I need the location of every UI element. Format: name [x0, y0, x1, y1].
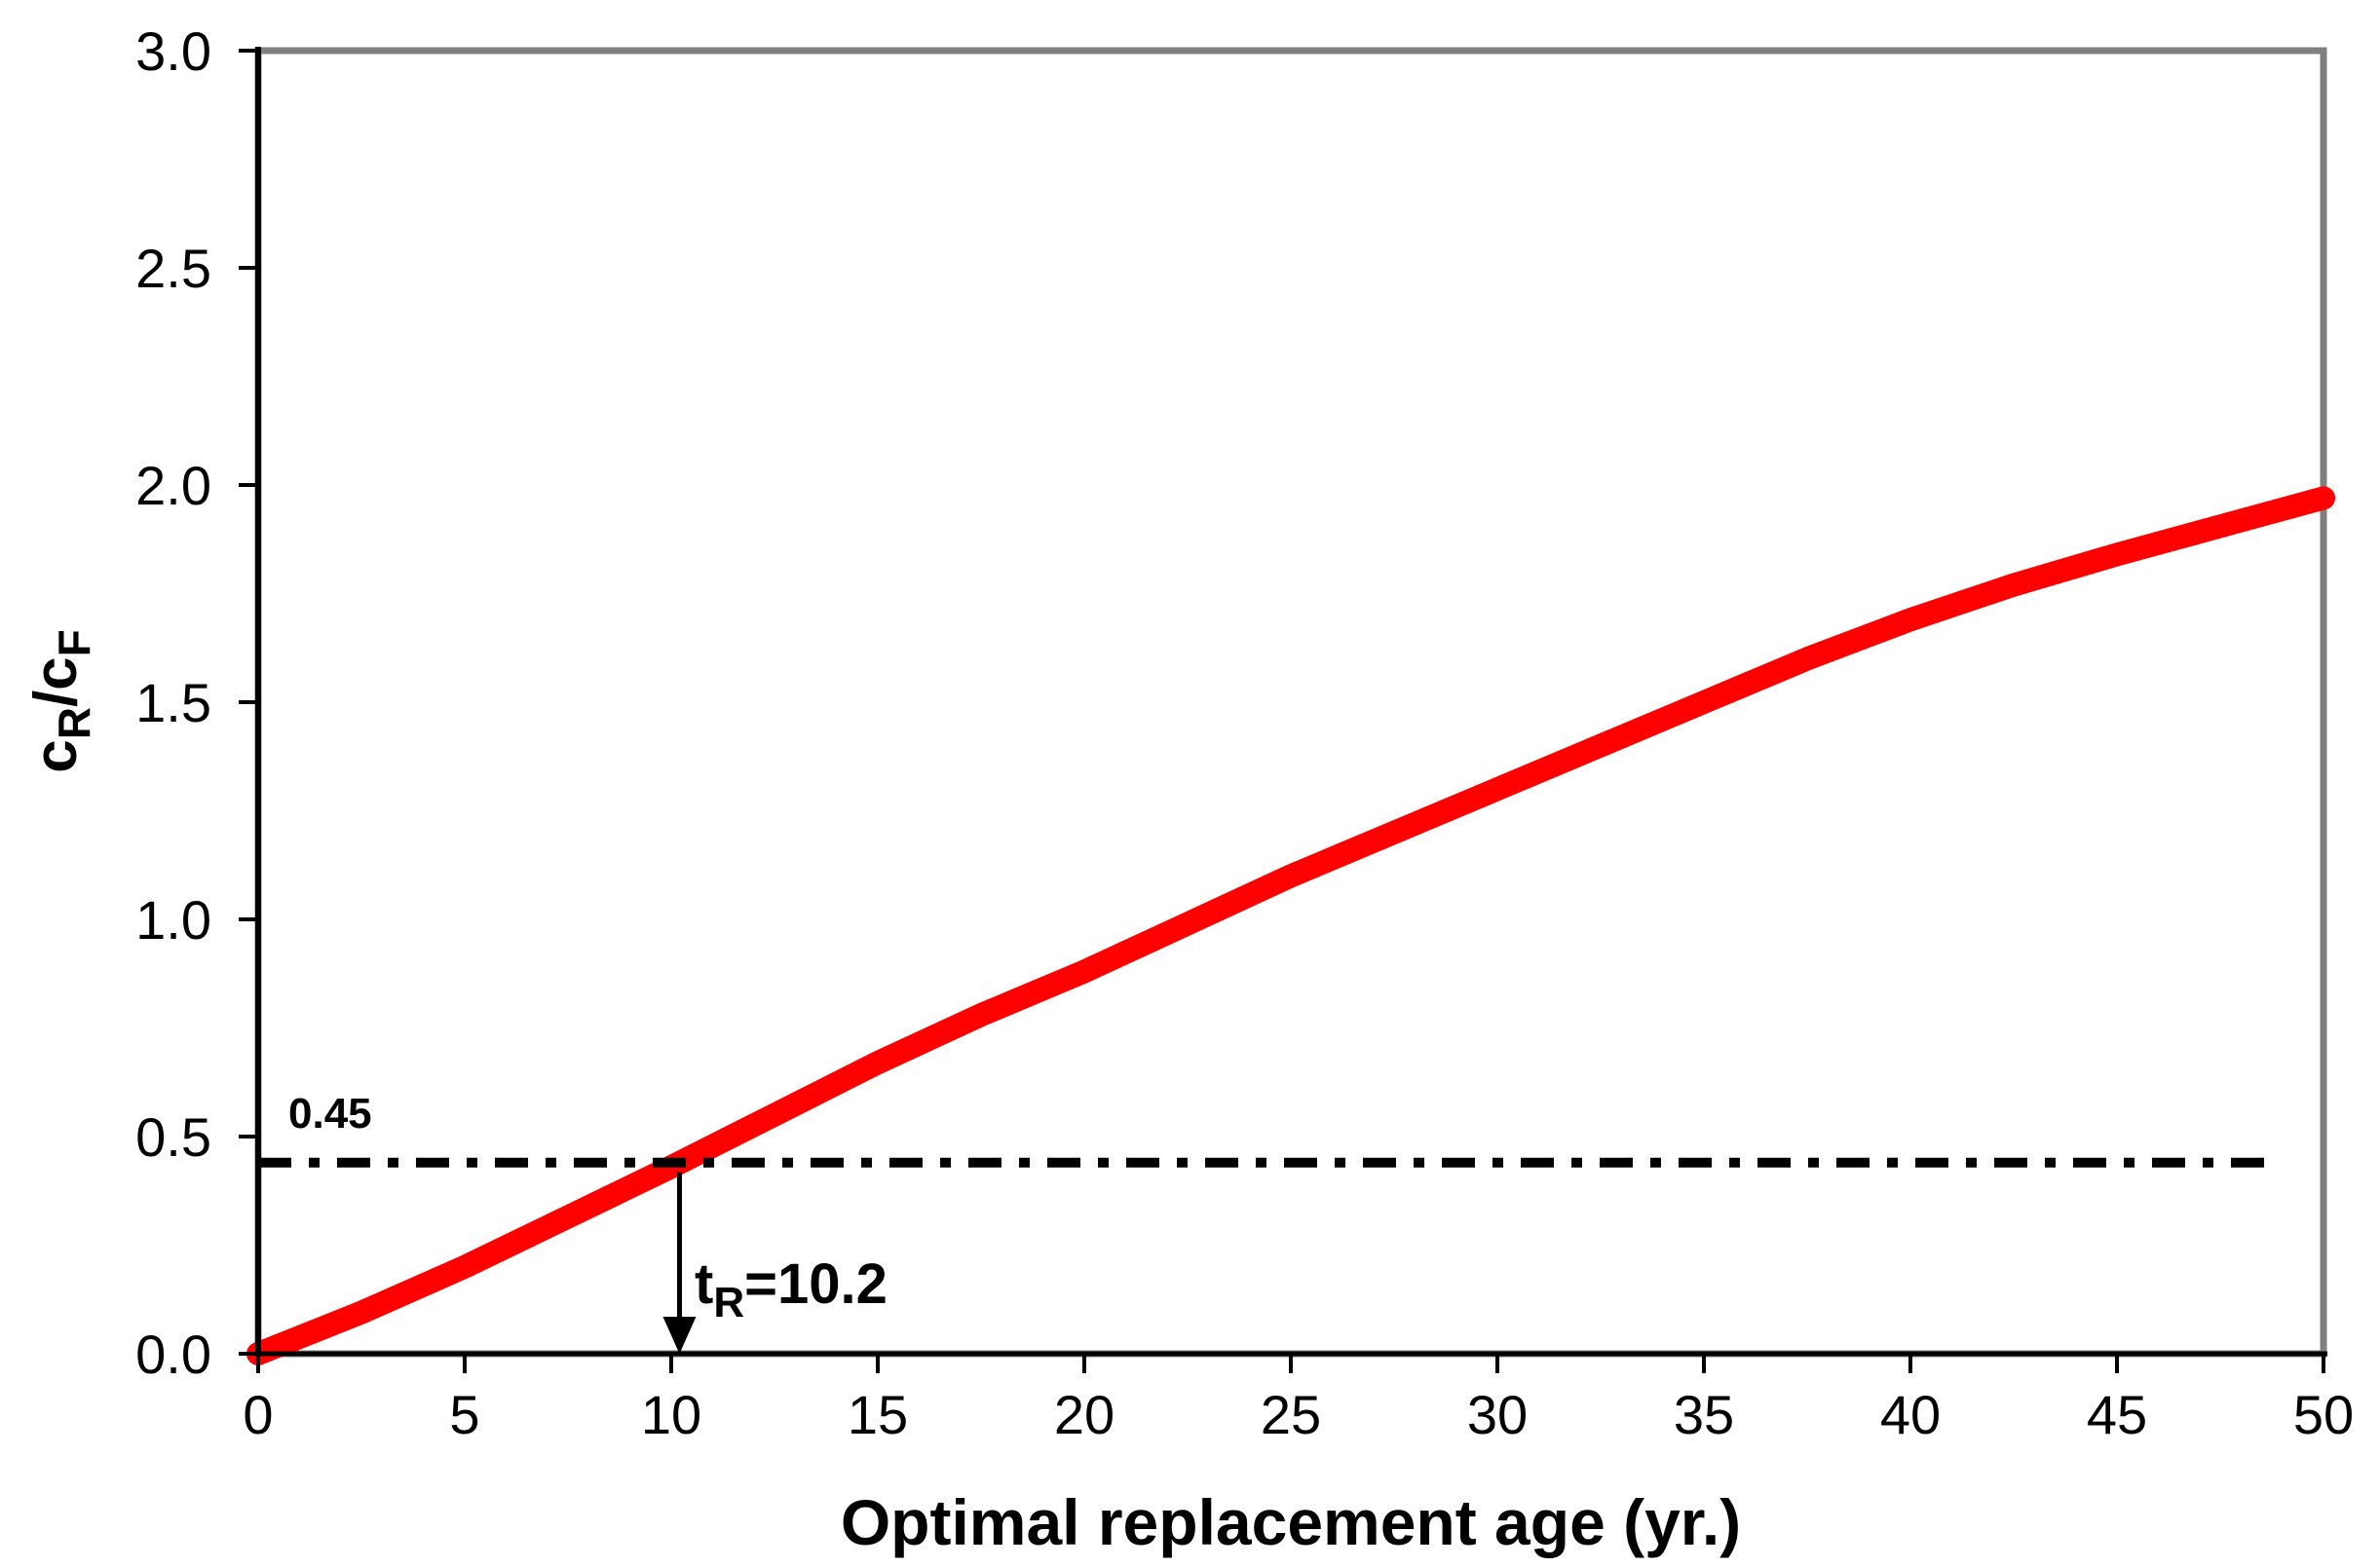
x-tick-label: 5 — [449, 1384, 479, 1445]
x-tick-label: 10 — [641, 1384, 701, 1445]
reference-value-label: 0.45 — [288, 1090, 372, 1138]
y-title-c2: /c — [22, 656, 90, 707]
y-axis-ticks: 0.0 0.5 1.0 1.5 2.0 2.5 3.0 — [135, 20, 258, 1385]
y-tick-label: 1.0 — [135, 889, 211, 951]
y-title-sub-r: R — [49, 707, 99, 739]
y-tick-label: 0.5 — [135, 1106, 211, 1168]
y-tick-label: 1.5 — [135, 672, 211, 733]
x-tick-label: 45 — [2087, 1384, 2147, 1445]
annotation-value: =10.2 — [744, 1252, 888, 1316]
x-tick-label: 35 — [1674, 1384, 1734, 1445]
annotation-main: t — [695, 1252, 713, 1316]
y-tick-label: 0.0 — [135, 1324, 211, 1385]
cost-ratio-curve — [246, 486, 2335, 1365]
x-tick-label: 50 — [2293, 1384, 2354, 1445]
annotation-subscript: R — [713, 1279, 744, 1326]
y-title-sub-f: F — [49, 629, 99, 656]
x-tick-label: 40 — [1880, 1384, 1941, 1445]
y-title-c1: c — [22, 739, 90, 772]
x-axis-ticks: 0 5 10 15 20 25 30 35 40 45 50 — [243, 1354, 2354, 1445]
x-tick-label: 30 — [1467, 1384, 1528, 1445]
x-axis-title: Optimal replacement age (yr.) — [841, 1486, 1741, 1558]
y-tick-label: 2.0 — [135, 455, 211, 516]
x-tick-label: 20 — [1054, 1384, 1114, 1445]
y-tick-label: 2.5 — [135, 238, 211, 299]
annotation-arrow — [662, 1172, 697, 1354]
x-tick-label: 0 — [243, 1384, 273, 1445]
annotation-arrowhead-icon — [662, 1317, 697, 1354]
optimal-age-annotation: tR=10.2 — [695, 1252, 888, 1326]
y-axis-title: cR/cF — [22, 629, 99, 773]
y-tick-label: 3.0 — [135, 20, 211, 82]
x-tick-label: 15 — [848, 1384, 908, 1445]
x-tick-label: 25 — [1261, 1384, 1321, 1445]
